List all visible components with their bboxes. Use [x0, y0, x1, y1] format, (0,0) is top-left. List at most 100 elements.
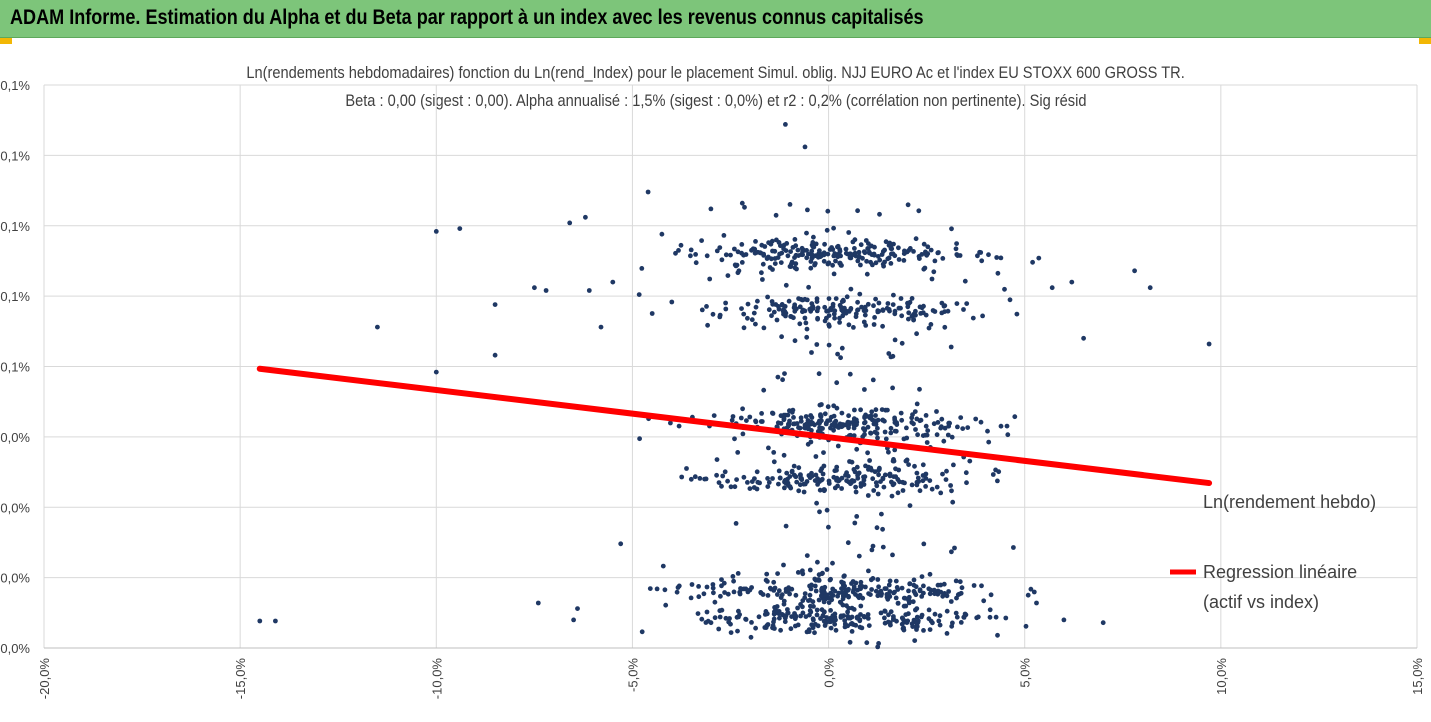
- x-tick-label: 10,0%: [1214, 658, 1229, 695]
- data-point: [912, 638, 918, 643]
- data-point: [914, 470, 920, 476]
- data-point: [824, 420, 829, 426]
- data-point: [782, 371, 787, 376]
- data-point: [669, 299, 675, 305]
- data-point: [848, 481, 853, 487]
- data-point: [708, 206, 714, 212]
- data-point: [922, 265, 928, 271]
- data-point: [955, 424, 960, 430]
- data-point: [769, 313, 774, 319]
- data-point: [882, 615, 887, 621]
- data-point: [986, 439, 992, 445]
- data-point: [838, 613, 844, 619]
- data-point: [813, 454, 819, 459]
- data-point: [834, 380, 840, 386]
- data-point: [788, 249, 793, 255]
- data-point: [838, 600, 844, 605]
- data-point: [717, 614, 723, 620]
- data-point: [703, 476, 709, 482]
- data-point: [802, 144, 808, 150]
- data-point: [893, 595, 899, 601]
- data-point: [873, 588, 879, 594]
- data-point: [257, 618, 263, 624]
- data-point: [649, 311, 655, 316]
- data-point: [764, 571, 770, 577]
- data-point: [725, 273, 731, 278]
- data-point: [567, 220, 573, 226]
- data-point: [921, 628, 926, 633]
- data-point: [880, 308, 886, 313]
- data-point: [808, 259, 814, 264]
- data-point: [865, 616, 871, 621]
- data-point: [714, 457, 720, 462]
- data-point: [971, 583, 977, 588]
- data-point: [846, 413, 851, 419]
- data-point: [739, 200, 745, 206]
- data-point: [806, 284, 811, 290]
- data-point: [766, 445, 771, 451]
- data-point: [892, 447, 898, 453]
- data-point: [812, 261, 818, 266]
- data-point: [978, 419, 984, 425]
- data-point: [883, 239, 889, 245]
- data-point: [813, 588, 819, 594]
- data-point: [720, 473, 726, 479]
- data-point: [747, 414, 753, 420]
- data-point: [771, 450, 777, 455]
- data-point: [941, 581, 947, 587]
- data-point: [925, 244, 931, 250]
- data-point: [875, 577, 881, 582]
- data-point: [729, 417, 735, 423]
- data-point: [722, 590, 727, 595]
- data-point: [674, 589, 680, 595]
- data-point: [906, 462, 911, 467]
- data-point: [854, 614, 860, 620]
- data-point: [860, 434, 866, 440]
- data-point: [814, 612, 820, 618]
- y-tick-label: 0,1%: [0, 148, 30, 163]
- data-point: [752, 250, 758, 256]
- data-point: [953, 610, 959, 616]
- data-point: [835, 351, 840, 357]
- data-point: [787, 202, 793, 207]
- data-point: [839, 486, 844, 491]
- data-point: [890, 302, 896, 307]
- data-point: [839, 475, 845, 481]
- data-point: [801, 489, 807, 495]
- data-point: [828, 625, 834, 631]
- regression-line: [256, 365, 1213, 487]
- data-point: [923, 312, 929, 318]
- data-point: [883, 586, 889, 591]
- data-point: [928, 322, 934, 327]
- data-point: [950, 620, 955, 626]
- data-point: [865, 612, 871, 617]
- data-point: [810, 305, 816, 311]
- data-point: [919, 612, 925, 618]
- chart-title-line1: Ln(rendements hebdomadaires) fonction du…: [0, 63, 1431, 83]
- data-point: [828, 576, 833, 582]
- data-point: [927, 591, 933, 597]
- chart-area: Ln(rendements hebdomadaires) fonction du…: [0, 38, 1431, 722]
- data-point: [952, 545, 957, 551]
- data-point: [872, 429, 878, 435]
- data-point: [745, 301, 751, 307]
- data-point: [804, 255, 810, 261]
- data-point: [917, 587, 923, 593]
- data-point: [935, 582, 941, 588]
- data-point: [808, 603, 813, 609]
- data-point: [693, 252, 698, 257]
- data-point: [705, 618, 711, 624]
- data-point: [875, 425, 880, 431]
- data-point: [375, 324, 380, 330]
- data-point: [770, 411, 776, 416]
- data-point: [835, 593, 840, 599]
- data-point: [882, 429, 888, 435]
- data-point: [994, 255, 1000, 260]
- data-point: [788, 626, 794, 632]
- data-point: [962, 278, 968, 284]
- data-point: [821, 252, 827, 258]
- data-point: [852, 407, 857, 413]
- data-point: [860, 255, 865, 261]
- data-point: [704, 584, 710, 590]
- data-point: [797, 304, 803, 310]
